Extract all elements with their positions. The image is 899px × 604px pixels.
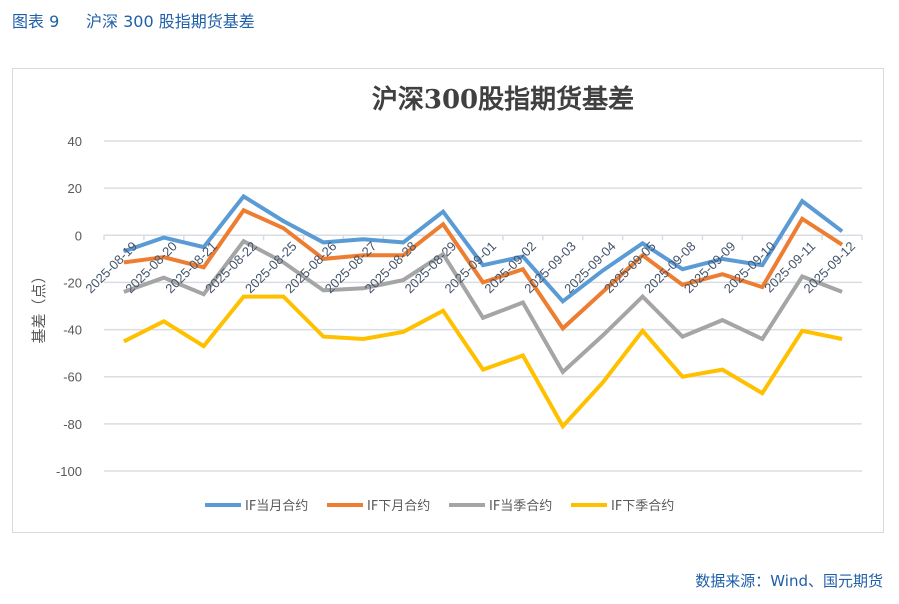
series-line-IF下月合约: [123, 207, 844, 332]
y-tick-label: -60: [63, 370, 82, 385]
series-line-IF当季合约: [123, 238, 843, 376]
legend-label: IF当月合约: [245, 499, 308, 514]
y-tick-label: -100: [56, 464, 82, 479]
y-tick-label: 0: [75, 228, 82, 243]
y-tick-label: 40: [68, 134, 82, 149]
y-tick-label: -80: [63, 417, 82, 432]
legend-label: IF下月合约: [367, 499, 430, 514]
chart-frame: [12, 68, 884, 533]
y-tick-label: -40: [63, 323, 82, 338]
source-note: 数据来源：Wind、国元期货: [695, 572, 883, 590]
y-tick-label: 20: [68, 181, 82, 196]
legend-label: IF当季合约: [489, 499, 552, 514]
series-line-IF下季合约: [123, 294, 843, 430]
y-tick-label: -20: [63, 275, 82, 290]
figure-label: 图表 9: [12, 12, 60, 31]
chart-title: 沪深300股指期货基差: [372, 84, 634, 115]
series-line-IF当月合约: [123, 193, 844, 305]
figure-title-text: 沪深 300 股指期货基差: [86, 12, 255, 31]
y-axis-label: 基差（点）: [30, 268, 48, 343]
legend-label: IF下季合约: [611, 499, 674, 514]
